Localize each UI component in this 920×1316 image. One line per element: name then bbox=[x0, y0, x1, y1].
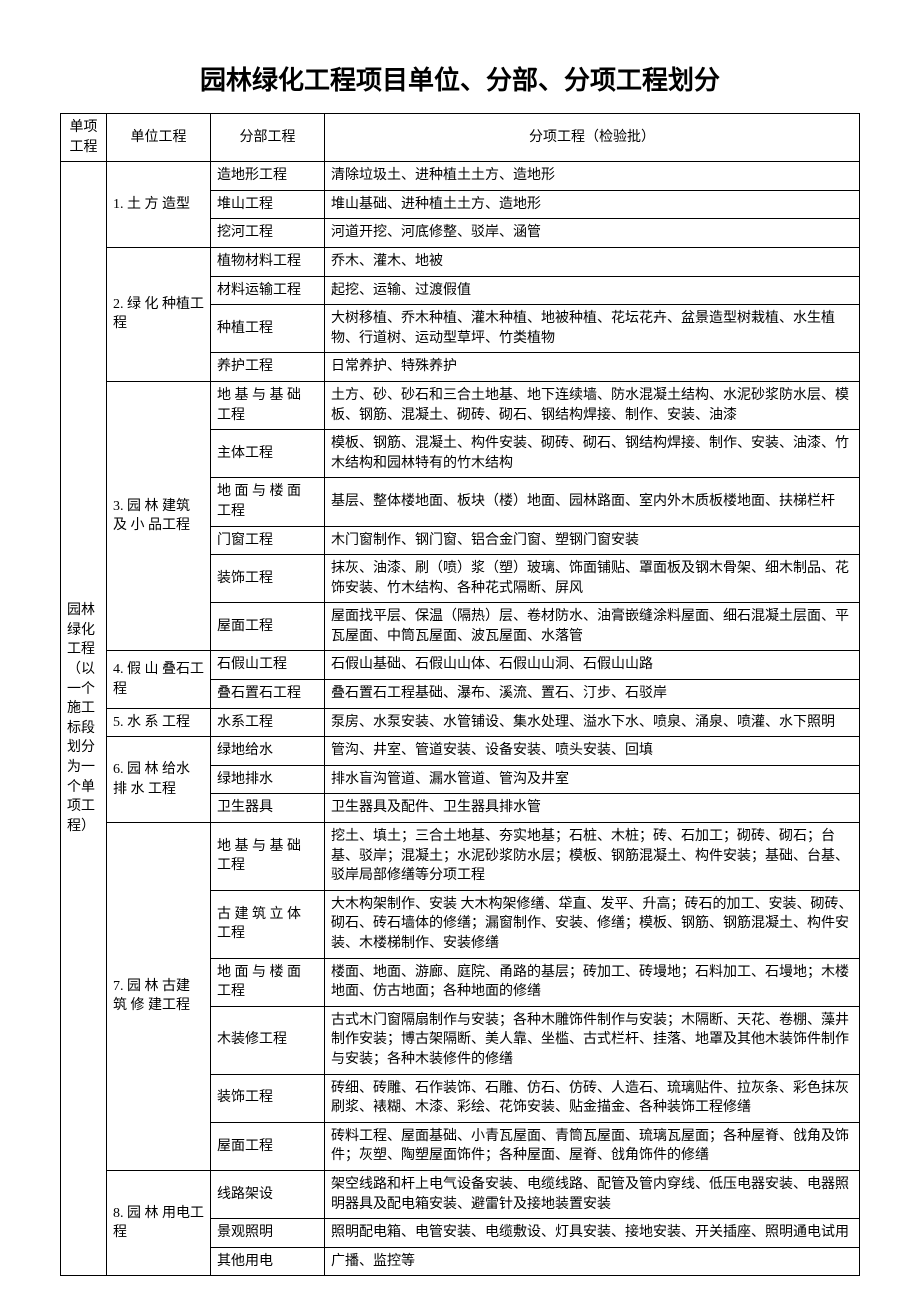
detail-cell: 砖细、砖雕、石作装饰、石雕、仿石、仿砖、人造石、琉璃贴件、拉灰条、彩色抹灰刷浆、… bbox=[325, 1074, 860, 1122]
sub-cell: 养护工程 bbox=[211, 353, 325, 382]
sub-cell: 屋面工程 bbox=[211, 1122, 325, 1170]
sub-cell: 材料运输工程 bbox=[211, 276, 325, 305]
table-row: 园林绿化工程（以一个施工标段划分为一个单项工程）1. 土 方 造型造地形工程清除… bbox=[61, 162, 860, 191]
sub-cell: 屋面工程 bbox=[211, 603, 325, 651]
unit-cell: 1. 土 方 造型 bbox=[107, 162, 211, 248]
sub-cell: 地 面 与 楼 面 工程 bbox=[211, 958, 325, 1006]
detail-cell: 屋面找平层、保温（隔热）层、卷材防水、油膏嵌缝涂料屋面、细石混凝土层面、平瓦屋面… bbox=[325, 603, 860, 651]
sub-cell: 门窗工程 bbox=[211, 526, 325, 555]
detail-cell: 管沟、井室、管道安装、设备安装、喷头安装、回填 bbox=[325, 737, 860, 766]
detail-cell: 堆山基础、进种植土土方、造地形 bbox=[325, 190, 860, 219]
detail-cell: 砖料工程、屋面基础、小青瓦屋面、青筒瓦屋面、琉璃瓦屋面；各种屋脊、戗角及饰件；灰… bbox=[325, 1122, 860, 1170]
detail-cell: 抹灰、油漆、刷（喷）浆（塑）玻璃、饰面铺贴、罩面板及钢木骨架、细木制品、花饰安装… bbox=[325, 555, 860, 603]
table-row: 7. 园 林 古建 筑 修 建工程地 基 与 基 础 工程挖土、填土；三合土地基… bbox=[61, 823, 860, 891]
unit-cell: 8. 园 林 用电工程 bbox=[107, 1170, 211, 1275]
table-row: 5. 水 系 工程水系工程泵房、水泵安装、水管铺设、集水处理、溢水下水、喷泉、涌… bbox=[61, 708, 860, 737]
sub-cell: 装饰工程 bbox=[211, 555, 325, 603]
table-row: 3. 园 林 建筑 及 小 品工程地 基 与 基 础 工程土方、砂、砂石和三合土… bbox=[61, 381, 860, 429]
unit-cell: 3. 园 林 建筑 及 小 品工程 bbox=[107, 381, 211, 651]
detail-cell: 模板、钢筋、混凝土、构件安装、砌砖、砌石、钢结构焊接、制作、安装、油漆、竹木结构… bbox=[325, 430, 860, 478]
sub-cell: 木装修工程 bbox=[211, 1006, 325, 1074]
unit-cell: 5. 水 系 工程 bbox=[107, 708, 211, 737]
header-col4: 分项工程（检验批） bbox=[325, 114, 860, 162]
sub-cell: 绿地给水 bbox=[211, 737, 325, 766]
sub-cell: 植物材料工程 bbox=[211, 247, 325, 276]
header-col2: 单位工程 bbox=[107, 114, 211, 162]
sub-cell: 叠石置石工程 bbox=[211, 680, 325, 709]
sub-cell: 地 面 与 楼 面 工程 bbox=[211, 478, 325, 526]
sub-cell: 景观照明 bbox=[211, 1219, 325, 1248]
sub-cell: 装饰工程 bbox=[211, 1074, 325, 1122]
sub-cell: 古 建 筑 立 体 工程 bbox=[211, 890, 325, 958]
detail-cell: 日常养护、特殊养护 bbox=[325, 353, 860, 382]
unit-cell: 6. 园 林 给水 排 水 工程 bbox=[107, 737, 211, 823]
detail-cell: 大树移植、乔木种植、灌木种植、地被种植、花坛花卉、盆景造型树栽植、水生植物、行道… bbox=[325, 305, 860, 353]
detail-cell: 架空线路和杆上电气设备安装、电缆线路、配管及管内穿线、低压电器安装、电器照明器具… bbox=[325, 1170, 860, 1218]
detail-cell: 土方、砂、砂石和三合土地基、地下连续墙、防水混凝土结构、水泥砂浆防水层、模板、钢… bbox=[325, 381, 860, 429]
sub-cell: 线路架设 bbox=[211, 1170, 325, 1218]
page-title: 园林绿化工程项目单位、分部、分项工程划分 bbox=[60, 60, 860, 97]
detail-cell: 石假山基础、石假山山体、石假山山洞、石假山山路 bbox=[325, 651, 860, 680]
sub-cell: 挖河工程 bbox=[211, 219, 325, 248]
unit-cell: 4. 假 山 叠石工程 bbox=[107, 651, 211, 708]
sub-cell: 地 基 与 基 础 工程 bbox=[211, 823, 325, 891]
sub-cell: 堆山工程 bbox=[211, 190, 325, 219]
table-row: 6. 园 林 给水 排 水 工程绿地给水管沟、井室、管道安装、设备安装、喷头安装… bbox=[61, 737, 860, 766]
detail-cell: 大木构架制作、安装 大木构架修缮、牮直、发平、升高；砖石的加工、安装、砌砖、砌石… bbox=[325, 890, 860, 958]
sub-cell: 种植工程 bbox=[211, 305, 325, 353]
detail-cell: 乔木、灌木、地被 bbox=[325, 247, 860, 276]
unit-cell: 7. 园 林 古建 筑 修 建工程 bbox=[107, 823, 211, 1171]
sub-cell: 水系工程 bbox=[211, 708, 325, 737]
header-col3: 分部工程 bbox=[211, 114, 325, 162]
detail-cell: 叠石置石工程基础、瀑布、溪流、置石、汀步、石驳岸 bbox=[325, 680, 860, 709]
detail-cell: 照明配电箱、电管安装、电缆敷设、灯具安装、接地安装、开关插座、照明通电试用 bbox=[325, 1219, 860, 1248]
detail-cell: 广播、监控等 bbox=[325, 1247, 860, 1276]
detail-cell: 河道开挖、河底修整、驳岸、涵管 bbox=[325, 219, 860, 248]
sub-cell: 主体工程 bbox=[211, 430, 325, 478]
sub-cell: 绿地排水 bbox=[211, 765, 325, 794]
detail-cell: 清除垃圾土、进种植土土方、造地形 bbox=[325, 162, 860, 191]
unit-cell: 2. 绿 化 种植工程 bbox=[107, 247, 211, 381]
sub-cell: 卫生器具 bbox=[211, 794, 325, 823]
header-col1: 单项工程 bbox=[61, 114, 107, 162]
detail-cell: 基层、整体楼地面、板块（楼）地面、园林路面、室内外木质板楼地面、扶梯栏杆 bbox=[325, 478, 860, 526]
table-row: 4. 假 山 叠石工程石假山工程石假山基础、石假山山体、石假山山洞、石假山山路 bbox=[61, 651, 860, 680]
table-header-row: 单项工程 单位工程 分部工程 分项工程（检验批） bbox=[61, 114, 860, 162]
sub-cell: 其他用电 bbox=[211, 1247, 325, 1276]
detail-cell: 楼面、地面、游廊、庭院、甬路的基层；砖加工、砖墁地；石料加工、石墁地；木楼地面、… bbox=[325, 958, 860, 1006]
detail-cell: 卫生器具及配件、卫生器具排水管 bbox=[325, 794, 860, 823]
detail-cell: 泵房、水泵安装、水管铺设、集水处理、溢水下水、喷泉、涌泉、喷灌、水下照明 bbox=[325, 708, 860, 737]
table-row: 8. 园 林 用电工程线路架设架空线路和杆上电气设备安装、电缆线路、配管及管内穿… bbox=[61, 1170, 860, 1218]
col1-cell: 园林绿化工程（以一个施工标段划分为一个单项工程） bbox=[61, 162, 107, 1276]
detail-cell: 挖土、填土；三合土地基、夯实地基；石桩、木桩；砖、石加工；砌砖、砌石；台基、驳岸… bbox=[325, 823, 860, 891]
division-table: 单项工程 单位工程 分部工程 分项工程（检验批） 园林绿化工程（以一个施工标段划… bbox=[60, 113, 860, 1276]
table-row: 2. 绿 化 种植工程植物材料工程乔木、灌木、地被 bbox=[61, 247, 860, 276]
detail-cell: 木门窗制作、钢门窗、铝合金门窗、塑钢门窗安装 bbox=[325, 526, 860, 555]
sub-cell: 造地形工程 bbox=[211, 162, 325, 191]
sub-cell: 地 基 与 基 础 工程 bbox=[211, 381, 325, 429]
detail-cell: 古式木门窗隔扇制作与安装；各种木雕饰件制作与安装；木隔断、天花、卷棚、藻井制作安… bbox=[325, 1006, 860, 1074]
detail-cell: 起挖、运输、过渡假值 bbox=[325, 276, 860, 305]
detail-cell: 排水盲沟管道、漏水管道、管沟及井室 bbox=[325, 765, 860, 794]
sub-cell: 石假山工程 bbox=[211, 651, 325, 680]
